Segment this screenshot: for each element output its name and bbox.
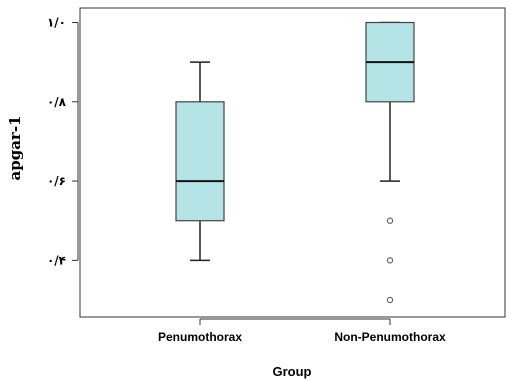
iqr-box xyxy=(175,101,225,222)
y-axis-title: apgar-1 xyxy=(6,116,24,181)
x-tick-label: Non-Penumothorax xyxy=(334,330,446,344)
x-tick-label: Penumothorax xyxy=(158,330,242,344)
y-axis: ۰/۴ ۰/۶ ۰/۸ ۱/۰ xyxy=(47,16,79,267)
plot-frame xyxy=(79,7,506,318)
y-tick-label: ۰/۶ xyxy=(47,174,66,188)
outlier-point xyxy=(386,257,394,264)
x-axis-title: Group xyxy=(273,364,312,379)
y-tick-label: ۰/۴ xyxy=(47,253,66,267)
y-tick-label: ۰/۸ xyxy=(47,95,67,109)
box-series xyxy=(175,21,415,304)
x-axis: Penumothorax Non-Penumothorax xyxy=(158,318,446,344)
y-tick-label: ۱/۰ xyxy=(47,16,66,30)
outlier-point xyxy=(386,217,394,224)
outlier-point xyxy=(386,296,394,304)
box-group xyxy=(175,61,225,262)
box-group xyxy=(365,21,415,304)
